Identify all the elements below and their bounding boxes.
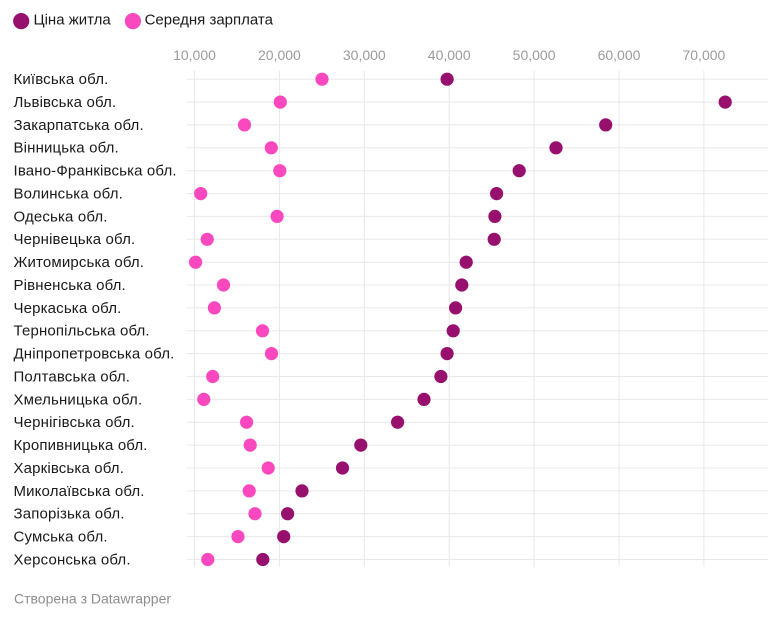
svg-text:Харківська обл.: Харківська обл. bbox=[14, 460, 125, 477]
svg-text:Львівська обл.: Львівська обл. bbox=[14, 94, 117, 111]
svg-text:Вінницька обл.: Вінницька обл. bbox=[14, 140, 119, 157]
svg-text:40,000: 40,000 bbox=[428, 47, 471, 63]
svg-text:Ціна житла: Ціна житла bbox=[34, 12, 112, 29]
svg-text:Створена з Datawrapper: Створена з Datawrapper bbox=[14, 590, 171, 606]
svg-text:Хмельницька обл.: Хмельницька обл. bbox=[14, 391, 143, 408]
svg-text:60,000: 60,000 bbox=[598, 47, 641, 63]
svg-text:Івано-Франківська обл.: Івано-Франківська обл. bbox=[14, 163, 177, 180]
svg-text:Закарпатська обл.: Закарпатська обл. bbox=[14, 117, 144, 134]
svg-text:Черкаська обл.: Черкаська обл. bbox=[14, 300, 122, 317]
svg-text:Кропивницька обл.: Кропивницька обл. bbox=[14, 437, 148, 454]
svg-text:20,000: 20,000 bbox=[258, 47, 301, 63]
svg-text:Миколаївська обл.: Миколаївська обл. bbox=[14, 483, 145, 500]
svg-text:Херсонська обл.: Херсонська обл. bbox=[14, 551, 131, 568]
svg-text:Чернігівська обл.: Чернігівська обл. bbox=[14, 414, 135, 431]
svg-text:Сумська обл.: Сумська обл. bbox=[14, 529, 108, 546]
svg-text:Середня зарплата: Середня зарплата bbox=[145, 12, 274, 29]
svg-text:Дніпропетровська обл.: Дніпропетровська обл. bbox=[14, 346, 175, 363]
svg-text:70,000: 70,000 bbox=[682, 47, 725, 63]
svg-text:Чернівецька обл.: Чернівецька обл. bbox=[14, 231, 136, 248]
svg-text:Волинська обл.: Волинська обл. bbox=[14, 186, 123, 203]
svg-text:Житомирська обл.: Житомирська обл. bbox=[14, 254, 145, 271]
svg-text:Запорізька обл.: Запорізька обл. bbox=[14, 506, 125, 523]
svg-text:Тернопільська обл.: Тернопільська обл. bbox=[14, 323, 150, 340]
svg-text:10,000: 10,000 bbox=[173, 47, 216, 63]
svg-text:Рівненська обл.: Рівненська обл. bbox=[14, 277, 126, 294]
svg-text:30,000: 30,000 bbox=[343, 47, 386, 63]
svg-text:Одеська обл.: Одеська обл. bbox=[14, 208, 108, 225]
svg-text:50,000: 50,000 bbox=[513, 47, 556, 63]
svg-text:Полтавська обл.: Полтавська обл. bbox=[14, 368, 131, 385]
svg-text:Київська обл.: Київська обл. bbox=[14, 71, 109, 88]
